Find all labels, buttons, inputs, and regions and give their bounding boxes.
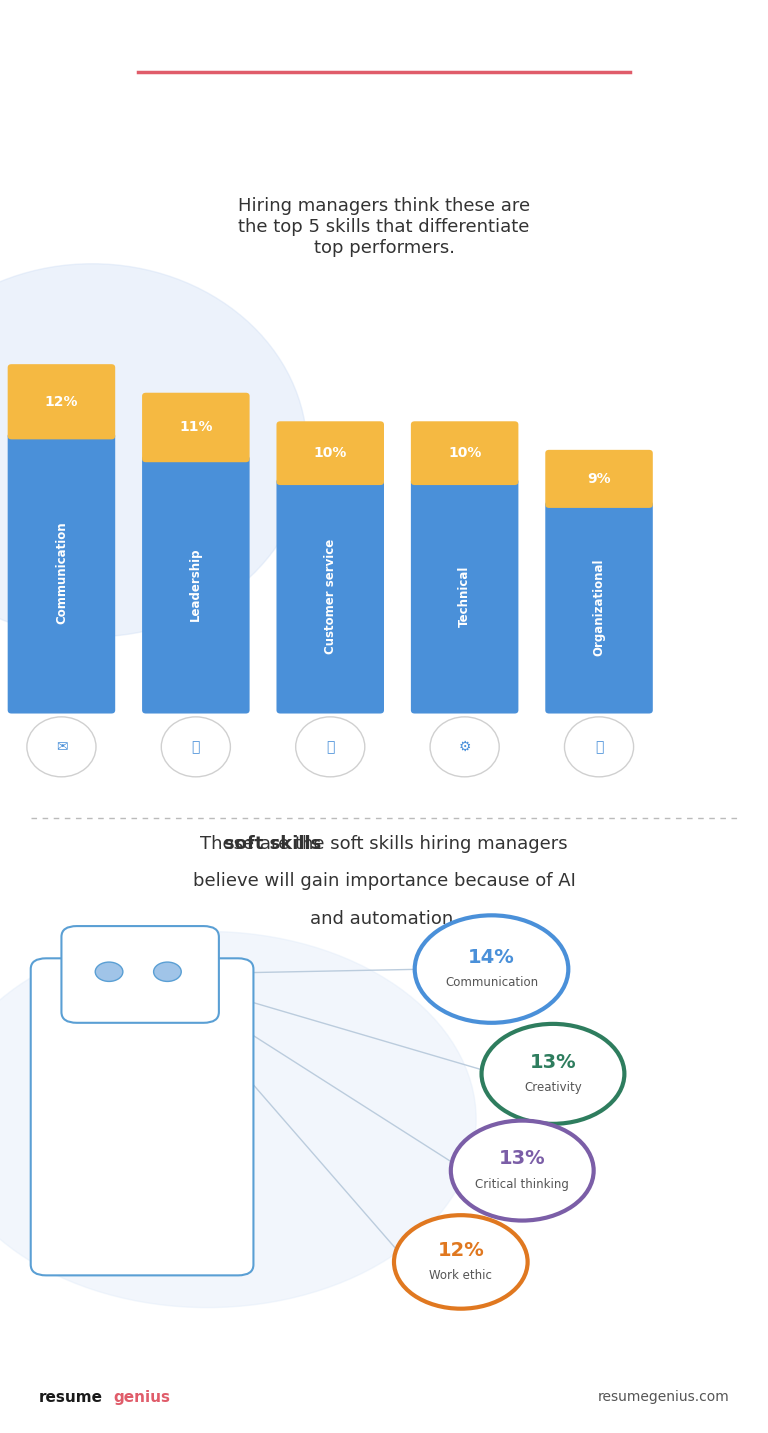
Text: 14%: 14%: [468, 947, 515, 967]
Text: resume: resume: [38, 1390, 102, 1404]
Text: Technical: Technical: [458, 565, 471, 626]
Text: 12%: 12%: [45, 394, 78, 408]
FancyBboxPatch shape: [545, 502, 653, 714]
Circle shape: [95, 962, 123, 982]
Circle shape: [154, 962, 181, 982]
Text: 👥: 👥: [192, 739, 200, 754]
Text: Leadership: Leadership: [190, 547, 202, 622]
Circle shape: [27, 716, 96, 777]
Text: 📅: 📅: [595, 739, 603, 754]
Text: 11%: 11%: [179, 420, 213, 434]
Text: Organizational: Organizational: [593, 559, 605, 656]
Circle shape: [161, 716, 230, 777]
FancyBboxPatch shape: [276, 421, 384, 484]
Text: 🎧: 🎧: [326, 739, 334, 754]
FancyBboxPatch shape: [8, 433, 115, 714]
Text: soft skills: soft skills: [224, 834, 321, 853]
FancyBboxPatch shape: [545, 450, 653, 507]
FancyBboxPatch shape: [411, 421, 518, 484]
Text: and automation.: and automation.: [310, 910, 458, 929]
FancyBboxPatch shape: [31, 959, 253, 1275]
Text: 10%: 10%: [448, 446, 482, 460]
Text: Critical thinking: Critical thinking: [475, 1178, 569, 1191]
Text: resumegenius.com: resumegenius.com: [598, 1390, 730, 1404]
Text: Creativity: Creativity: [524, 1080, 582, 1093]
Text: 13%: 13%: [530, 1052, 576, 1072]
Circle shape: [482, 1023, 624, 1123]
Text: Communication: Communication: [55, 522, 68, 625]
FancyBboxPatch shape: [411, 479, 518, 714]
Text: genius: genius: [114, 1390, 170, 1404]
Text: Communication Skills are Essential to: Communication Skills are Essential to: [132, 30, 636, 54]
Circle shape: [394, 1215, 528, 1308]
FancyBboxPatch shape: [142, 456, 250, 714]
Text: 13%: 13%: [499, 1149, 545, 1168]
FancyBboxPatch shape: [8, 364, 115, 440]
Text: Hiring managers think these are
the top 5 skills that differentiate
top performe: Hiring managers think these are the top …: [238, 198, 530, 257]
Circle shape: [564, 716, 634, 777]
FancyBboxPatch shape: [61, 926, 219, 1023]
FancyBboxPatch shape: [276, 479, 384, 714]
Text: 10%: 10%: [313, 446, 347, 460]
Text: Succeed in the Workplace: Succeed in the Workplace: [212, 96, 556, 120]
Circle shape: [451, 1121, 594, 1221]
Text: believe will gain importance because of AI: believe will gain importance because of …: [193, 873, 575, 890]
Text: 9%: 9%: [588, 471, 611, 486]
Circle shape: [296, 716, 365, 777]
Circle shape: [0, 264, 307, 636]
Text: ✉: ✉: [55, 739, 68, 754]
Text: These are the soft skills hiring managers: These are the soft skills hiring manager…: [200, 834, 568, 853]
FancyBboxPatch shape: [142, 393, 250, 463]
Text: 12%: 12%: [438, 1241, 484, 1260]
Text: ⚙: ⚙: [458, 739, 471, 754]
Circle shape: [430, 716, 499, 777]
Text: Customer service: Customer service: [324, 539, 336, 653]
Circle shape: [0, 931, 476, 1307]
Circle shape: [415, 916, 568, 1023]
Text: Communication: Communication: [445, 976, 538, 989]
Text: Work ethic: Work ethic: [429, 1268, 492, 1283]
